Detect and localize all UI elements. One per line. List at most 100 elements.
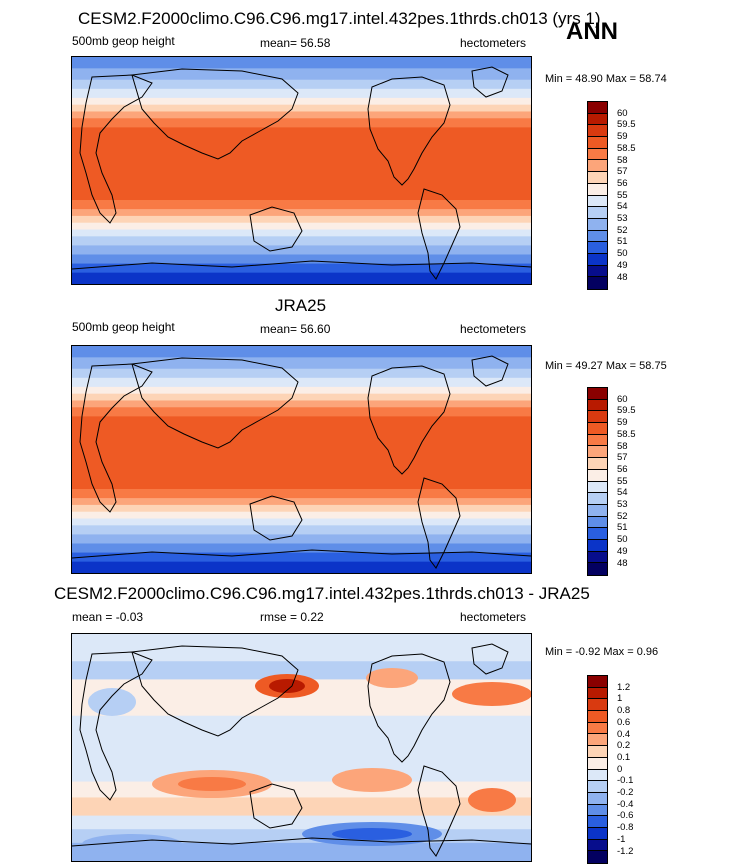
colorbar-label: 0 [617,763,623,775]
contour-band [72,781,531,798]
contour-band [72,104,531,112]
contour-band [72,534,531,544]
colorbar-swatch [588,434,607,447]
colorbar-swatch [588,253,607,266]
panel2-colorbar [587,387,608,576]
colorbar-label: 59 [617,131,628,143]
colorbar-label: 54 [617,487,628,499]
colorbar-label: 57 [617,452,628,464]
panel2-map [71,345,532,574]
panel1-minmax: Min = 48.90 Max = 58.74 [545,73,667,85]
coastline [249,206,303,252]
colorbar-swatch [588,423,607,435]
coastline [249,495,303,541]
colorbar-swatch [588,539,607,552]
colorbar-swatch [588,816,607,828]
panel3-units-label: hectometers [460,610,527,624]
contour-band [72,254,531,265]
colorbar-swatch [588,528,607,540]
panel3-colorbar [587,675,608,864]
colorbar-label: 51 [617,236,628,248]
contour-band [72,272,531,284]
colorbar-swatch [588,516,607,529]
panel1-map [71,56,532,285]
contour-band [72,215,531,224]
colorbar-swatch [588,148,607,161]
contour-band [72,489,531,499]
coastline [79,363,153,513]
contour-band [72,702,531,717]
contour-band [72,525,531,535]
contour-band [72,209,531,217]
colorbar-label: 58.5 [617,428,636,440]
coastline [471,355,509,387]
colorbar-swatch [588,102,607,114]
coastline [471,643,509,675]
panel3-title: CESM2.F2000climo.C96.C96.mg17.intel.432p… [54,584,590,603]
colorbar-label: -0.4 [617,798,634,810]
panel2-title: JRA25 [275,296,327,315]
colorbar-label: 0.4 [617,728,631,740]
colorbar-swatch [588,218,607,231]
contour-band [72,634,531,662]
panel2-mean-label: mean= 56.60 [260,322,331,336]
colorbar-label: 58 [617,154,628,166]
colorbar-label: -1 [617,833,626,845]
coastline [471,66,509,98]
colorbar-swatch [588,160,607,173]
colorbar-swatch [588,277,607,289]
colorbar-label: 60 [617,107,628,119]
contour-band [72,511,531,520]
panel2-minmax: Min = 49.27 Max = 58.75 [545,360,667,372]
contour-band [72,193,531,201]
contour-band [72,432,531,483]
contour-band [72,200,531,210]
contour-band [72,346,531,358]
colorbar-swatch [588,411,607,424]
colorbar-swatch [588,125,607,138]
colorbar-swatch [588,399,607,412]
anomaly-region [332,828,412,840]
contour-band [72,263,531,274]
colorbar-label: -0.6 [617,810,634,822]
anomaly-region [468,788,516,812]
coastline [367,365,451,475]
colorbar-swatch [588,195,607,208]
colorbar-label: 58.5 [617,142,636,154]
colorbar-swatch [588,722,607,735]
colorbar-swatch [588,699,607,712]
colorbar-label: 59.5 [617,405,636,417]
anomaly-region [82,834,182,854]
contour-band [72,504,531,513]
colorbar-swatch [588,446,607,459]
contour-band [72,561,531,573]
colorbar-swatch [588,230,607,243]
coastline [417,765,461,857]
contour-band [72,111,531,119]
contour-band [72,88,531,99]
colorbar-swatch [588,563,607,575]
colorbar-swatch [588,734,607,747]
colorbar-label: 0.2 [617,740,631,752]
panel1-variable-label: 500mb geop height [72,34,175,48]
panel3-minmax: Min = -0.92 Max = 0.96 [545,646,659,658]
colorbar-label: 54 [617,201,628,213]
contour-band [72,97,531,106]
map-canvas [72,634,531,861]
contour-band [72,758,531,783]
colorbar-swatch [588,781,607,793]
anomaly-region [452,682,531,706]
contour-band [72,222,531,231]
contour-band [72,407,531,417]
coastline [72,837,531,847]
anomaly-region [88,688,136,716]
colorbar-label: 0.8 [617,705,631,717]
panel3-map [71,633,532,862]
contour-band [72,715,531,760]
season-label: ANN [566,18,618,45]
colorbar-label: 51 [617,522,628,534]
contour-band [72,498,531,506]
contour-band [72,416,531,433]
panel1-units-label: hectometers [460,36,527,50]
colorbar-label: 0.1 [617,751,631,763]
